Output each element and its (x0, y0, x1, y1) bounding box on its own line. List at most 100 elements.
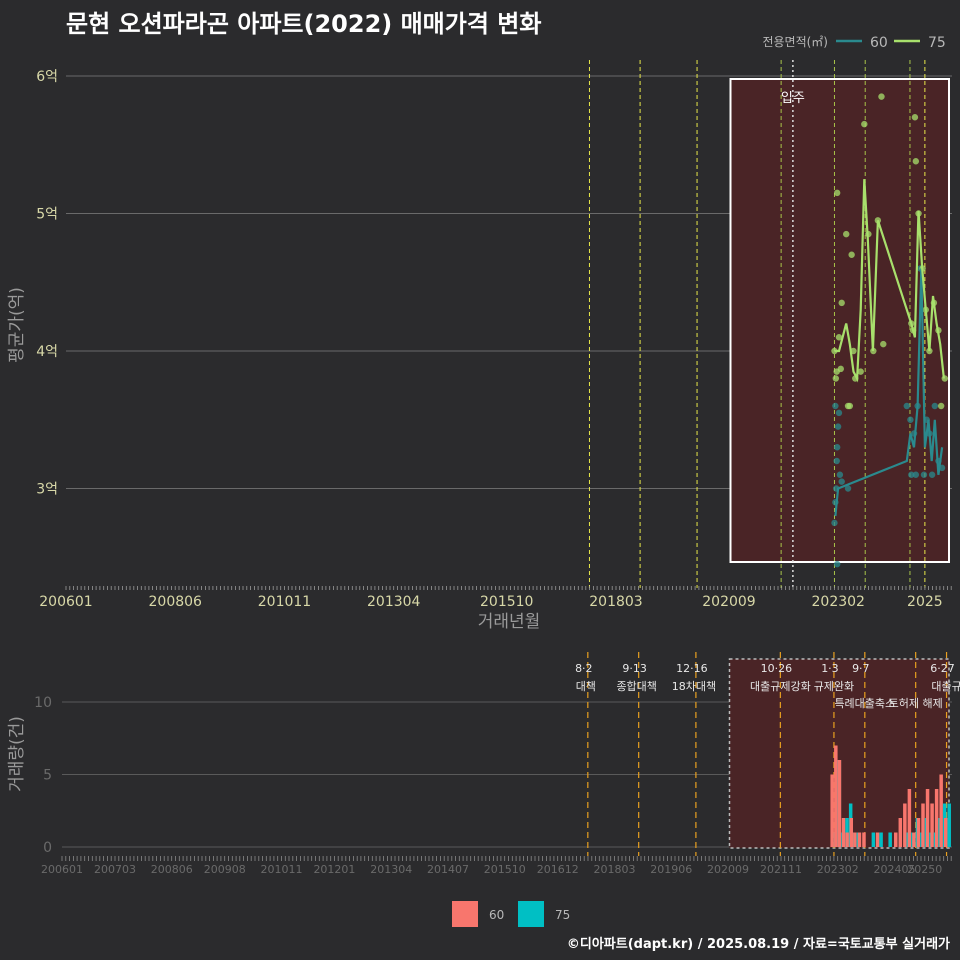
x-tick-label: 202405 (873, 863, 915, 876)
series-line-60 (834, 268, 944, 517)
policy-label: 대책 (576, 680, 596, 693)
series-line-75 (834, 179, 945, 383)
bar-60 (834, 745, 838, 847)
data-point (920, 471, 928, 478)
data-point (833, 457, 840, 465)
bar-60 (939, 774, 943, 847)
legend-label-75: 75 (928, 35, 946, 51)
bar-60 (845, 832, 849, 847)
data-point (832, 375, 840, 382)
x-tick-label: 202302 (817, 863, 859, 876)
x-tick-label: 202302 (812, 594, 865, 610)
legend-label-60: 60 (870, 35, 888, 51)
legend-swatch-75 (518, 901, 544, 927)
bar-60 (903, 803, 907, 847)
data-point (878, 93, 885, 100)
y-tick-label: 5억 (36, 207, 58, 223)
bar-60 (849, 818, 854, 847)
x-tick-label: 201803 (593, 863, 635, 876)
data-point (931, 402, 939, 410)
x-tick-label: 200806 (151, 863, 193, 876)
bar-75 (888, 832, 892, 847)
data-point (857, 368, 864, 375)
x-tick-label: 201510 (484, 863, 526, 876)
bar-60 (841, 818, 846, 847)
policy-date: 9·13 (622, 662, 647, 675)
x-minor-ticks (61, 856, 952, 861)
data-point (846, 402, 854, 410)
bar-60 (898, 818, 903, 847)
data-point (907, 416, 914, 423)
policy-date: 8·2 (575, 662, 593, 675)
bar-60 (830, 774, 834, 847)
policy-label: 대출규 (931, 680, 960, 693)
policy-date: 1·3 (821, 662, 839, 675)
bar-60 (930, 803, 934, 847)
x-tick-label: 200601 (41, 863, 83, 876)
data-point (844, 485, 852, 492)
x-tick-label: 20250 (907, 863, 942, 876)
y-tick-label: 6억 (36, 69, 58, 85)
policy-label: 토허제 해제 (889, 696, 943, 710)
data-point (834, 423, 842, 430)
data-point (861, 120, 868, 128)
move-in-label: 입주 (781, 91, 805, 106)
policy-label: 18차대책 (672, 680, 716, 693)
bar-60 (837, 760, 842, 847)
x-tick-label: 201011 (260, 863, 302, 876)
bar-60 (894, 832, 898, 847)
y-tick-label: 10 (34, 695, 52, 711)
data-point (838, 299, 845, 307)
x-axis-title: 거래년월 (478, 612, 541, 632)
bar-60 (921, 803, 925, 847)
x-tick-label: 202009 (707, 863, 749, 876)
chart-title: 문현 오션파라곤 아파트(2022) 매매가격 변화 (66, 10, 542, 38)
y-axis-title: 평균가(억) (7, 287, 27, 363)
y-axis-title: 거래량(건) (7, 716, 27, 792)
x-tick-label: 201510 (480, 594, 533, 610)
data-point (928, 471, 936, 478)
x-tick-label: 2025 (907, 594, 943, 610)
x-tick-label: 201407 (427, 863, 469, 876)
data-point (837, 365, 844, 373)
data-point (937, 402, 945, 410)
x-tick-label: 200703 (94, 863, 136, 876)
y-tick-label: 3억 (36, 482, 58, 498)
bar-60 (862, 832, 866, 847)
legend-label-75: 75 (555, 908, 570, 922)
bar-75 (947, 803, 951, 847)
bar-75 (879, 832, 883, 847)
data-point (831, 347, 838, 355)
data-point (911, 114, 919, 121)
bar-60 (853, 832, 857, 847)
x-tick-label: 201906 (650, 863, 692, 876)
data-point (835, 334, 843, 341)
policy-date: 10·26 (761, 662, 793, 675)
data-point (835, 409, 843, 417)
policy-date: 6·27 (930, 662, 955, 675)
data-point (838, 478, 845, 485)
data-point (848, 251, 855, 258)
x-tick-label: 202111 (760, 863, 802, 876)
x-tick-label: 200908 (204, 863, 246, 876)
data-point (903, 402, 910, 410)
x-tick-label: 201304 (370, 863, 412, 876)
data-point (880, 340, 887, 348)
policy-label: 규제완화 (814, 680, 854, 693)
data-point (833, 189, 841, 197)
source-footer: ©디아파트(dapt.kr) / 2025.08.19 / 자료=국토교통부 실… (566, 937, 950, 952)
data-point (833, 560, 841, 568)
x-tick-label: 201612 (537, 863, 579, 876)
x-tick-label: 201304 (367, 594, 421, 610)
x-tick-label: 200601 (39, 594, 92, 610)
data-point (836, 471, 844, 478)
policy-label: 대출규제강화 (750, 680, 811, 693)
bar-60 (857, 832, 862, 847)
y-tick-label: 4억 (36, 344, 58, 360)
data-point (833, 444, 841, 451)
data-point (912, 158, 920, 165)
y-tick-label: 5 (43, 768, 52, 784)
bar-60 (943, 818, 948, 847)
x-tick-label: 201803 (589, 594, 642, 610)
x-tick-label: 202009 (702, 594, 755, 610)
